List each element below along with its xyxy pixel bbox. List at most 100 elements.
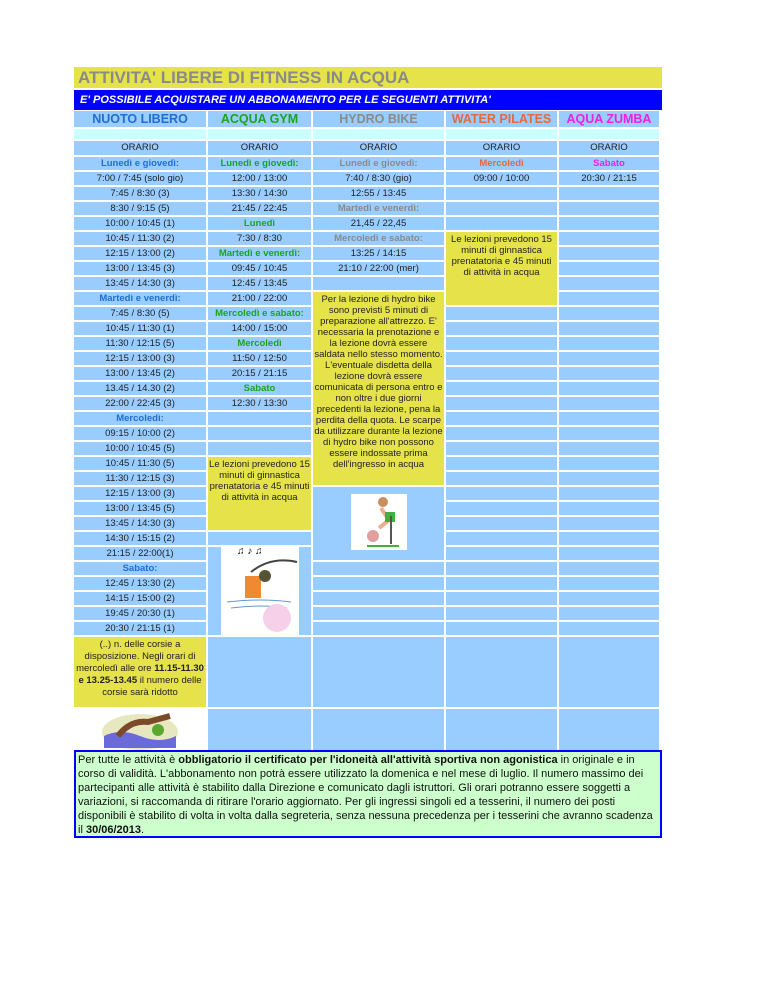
schedule-time — [208, 637, 311, 707]
note-text: il numero delle corsie sarà ridotto — [102, 675, 202, 698]
schedule-time — [559, 202, 659, 215]
schedule-time: 14:00 / 15:00 — [208, 322, 311, 335]
schedule-time: 21:00 / 22:00 — [208, 292, 311, 305]
schedule-time: 12:45 / 13:30 (2) — [74, 577, 206, 590]
schedule-time: 11:30 / 12:15 (5) — [74, 337, 206, 350]
footer-text: in originale e in corso di validità. L'a… — [78, 754, 653, 836]
info-note: (..) n. delle corsie a disposizione. Neg… — [74, 637, 206, 707]
note-text: Per la lezione di hydro bike sono previs… — [314, 294, 443, 470]
schedule-time: 20:15 / 21:15 — [208, 367, 311, 380]
schedule-time: 14:30 / 15:15 (2) — [74, 532, 206, 545]
schedule-time: 13:00 / 13:45 (3) — [74, 262, 206, 275]
schedule-time — [313, 277, 444, 290]
schedule-time: 10:45 / 11:30 (5) — [74, 457, 206, 470]
day-label: Sabato: — [74, 562, 206, 575]
schedule-time: 09:00 / 10:00 — [446, 172, 557, 185]
schedule-time — [446, 547, 557, 560]
footer-bold-certificate: obbligatorio il certificato per l'idonei… — [178, 754, 558, 766]
footer-text: Per tutte le attività è — [78, 754, 179, 766]
schedule-time — [208, 412, 311, 425]
schedule-time — [313, 577, 444, 590]
schedule-time — [559, 247, 659, 260]
schedule-time — [559, 277, 659, 290]
schedule-time — [446, 352, 557, 365]
schedule-time — [208, 532, 311, 545]
schedule-time — [559, 292, 659, 305]
schedule-time: 7:40 / 8:30 (gio) — [313, 172, 444, 185]
schedule-time: 7:45 / 8:30 (5) — [74, 307, 206, 320]
day-label: Lunedì e giovedì: — [313, 157, 444, 170]
day-label: Sabato — [559, 157, 659, 170]
schedule-time: 10:00 / 10:45 (5) — [74, 442, 206, 455]
spacer-cell — [313, 129, 444, 139]
schedule-time: 11:30 / 12:15 (3) — [74, 472, 206, 485]
schedule-time: 12:15 / 13:00 (3) — [74, 352, 206, 365]
schedule-time: 7:00 / 7:45 (solo gio) — [74, 172, 206, 185]
note-text: Le lezioni prevedono 15 minuti di ginnas… — [451, 234, 552, 278]
schedule-time — [208, 427, 311, 440]
schedule-time — [446, 442, 557, 455]
schedule-time — [559, 709, 659, 755]
schedule-time — [208, 442, 311, 455]
schedule-time — [446, 472, 557, 485]
swimmer-icon — [100, 709, 180, 755]
info-note: Le lezioni prevedono 15 minuti di ginnas… — [446, 232, 557, 305]
schedule-time — [446, 307, 557, 320]
day-label: Mercoledì e sabato: — [208, 307, 311, 320]
schedule-time: 12:55 / 13:45 — [313, 187, 444, 200]
schedule-time: 21:45 / 22:45 — [208, 202, 311, 215]
schedule-time: 13:00 / 13:45 (2) — [74, 367, 206, 380]
schedule-time: 10:45 / 11:30 (2) — [74, 232, 206, 245]
spacer-cell — [446, 129, 557, 139]
aqua-gym-image: ♫ ♪ ♫ — [208, 547, 311, 635]
info-note: Per la lezione di hydro bike sono previs… — [313, 292, 444, 485]
column-header: WATER PILATES — [446, 111, 557, 127]
svg-text:♫ ♪ ♫: ♫ ♪ ♫ — [237, 547, 263, 557]
subscription-banner: E' POSSIBILE ACQUISTARE UN ABBONAMENTO P… — [74, 90, 662, 110]
schedule-time — [446, 397, 557, 410]
schedule-time: 21:10 / 22:00 (mer) — [313, 262, 444, 275]
schedule-time — [446, 517, 557, 530]
day-label: Martedì e venerdì: — [313, 202, 444, 215]
schedule-time — [559, 517, 659, 530]
schedule-time — [446, 487, 557, 500]
orario-label: ORARIO — [559, 141, 659, 155]
footer-text: . — [141, 824, 145, 836]
day-label: Sabato — [208, 382, 311, 395]
schedule-time — [446, 202, 557, 215]
schedule-time — [559, 337, 659, 350]
schedule-time — [559, 637, 659, 707]
schedule-time — [446, 532, 557, 545]
schedule-time — [559, 262, 659, 275]
spacer-cell — [208, 129, 311, 139]
day-label: Martedì e venerdì: — [74, 292, 206, 305]
note-text: (..) n. delle corsie a disposizione. Neg… — [76, 639, 196, 674]
schedule-time: 09:15 / 10:00 (2) — [74, 427, 206, 440]
schedule-time — [559, 547, 659, 560]
column-header: HYDRO BIKE — [313, 111, 444, 127]
schedule-time — [446, 592, 557, 605]
schedule-time: 10:00 / 10:45 (1) — [74, 217, 206, 230]
note-text: Le lezioni prevedono 15 minuti di ginnas… — [209, 459, 310, 503]
schedule-time: 13:45 / 14:30 (3) — [74, 517, 206, 530]
schedule-time — [313, 622, 444, 635]
schedule-time — [559, 592, 659, 605]
schedule-time — [559, 397, 659, 410]
schedule-time — [446, 187, 557, 200]
schedule-time — [559, 442, 659, 455]
schedule-time — [446, 412, 557, 425]
schedule-time — [446, 637, 557, 707]
schedule-time — [559, 322, 659, 335]
schedule-time: 8:30 / 9:15 (5) — [74, 202, 206, 215]
schedule-time: 20:30 / 21:15 (1) — [74, 622, 206, 635]
schedule-time: 21:15 / 22:00(1) — [74, 547, 206, 560]
schedule-time — [446, 337, 557, 350]
schedule-time — [313, 607, 444, 620]
hydro-bike-icon — [350, 493, 407, 554]
schedule-time — [446, 562, 557, 575]
schedule-time — [559, 472, 659, 485]
schedule-time — [313, 562, 444, 575]
orario-label: ORARIO — [313, 141, 444, 155]
schedule-time: 11:50 / 12:50 — [208, 352, 311, 365]
day-label: Lunedì e giovedì: — [74, 157, 206, 170]
